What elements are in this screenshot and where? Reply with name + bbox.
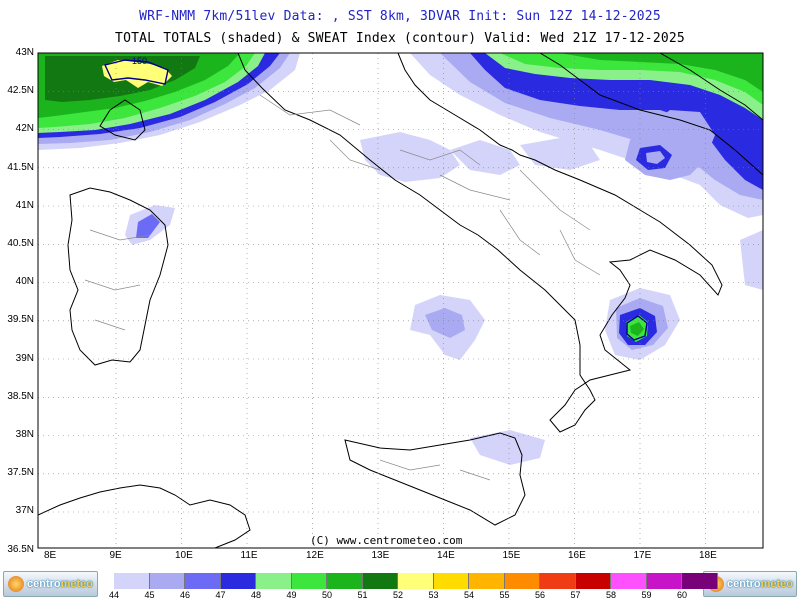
colorbar-label: 59 — [641, 590, 652, 600]
shade-calabria-mid — [630, 322, 644, 336]
shade-tyrrhenian-core — [425, 308, 465, 338]
sweat-contour-calabria — [626, 315, 648, 341]
colorbar-label: 57 — [570, 590, 581, 600]
header-line-1: WRF-NMM 7km/51lev Data: , SST 8km, 3DVAR… — [139, 9, 661, 24]
colorbar-swatch — [291, 573, 327, 589]
logo-suffix-right: meteo — [760, 578, 794, 590]
lon-label: 15E — [502, 550, 521, 561]
centrometeo-logo-right[interactable]: centrometeo — [703, 571, 797, 597]
lon-label: 11E — [240, 550, 258, 561]
colorbar-swatch — [327, 573, 363, 589]
colorbar-label: 58 — [606, 590, 617, 600]
lat-label: 38N — [15, 429, 34, 440]
colorbar-swatch — [540, 573, 576, 589]
sweat-contour-nw — [104, 59, 169, 85]
lon-label: 9E — [109, 550, 122, 561]
shade-nw-yellow — [102, 60, 172, 88]
regional-borders — [84, 94, 601, 481]
lat-label: 43N — [15, 47, 34, 58]
colorbar-swatch — [575, 573, 611, 589]
sun-icon — [8, 576, 24, 592]
colorbar-swatch — [256, 573, 292, 589]
colorbar-swatch — [469, 573, 505, 589]
logo-prefix-left: centro — [27, 578, 61, 590]
lat-label: 37.5N — [7, 467, 34, 479]
coast-istria — [539, 53, 763, 176]
colorbar-label: 45 — [144, 590, 155, 600]
colorbar-label: 50 — [322, 590, 333, 600]
lat-label: 38.5N — [7, 390, 34, 402]
colorbar-label: 49 — [286, 590, 297, 600]
shade-sardinia-core — [136, 214, 160, 238]
shade-ne-midgreen — [560, 53, 763, 92]
header-line-2: TOTAL TOTALS (shaded) & SWEAT Index (con… — [115, 31, 685, 46]
shade-east-sea — [740, 230, 763, 290]
colorbar-label: 53 — [428, 590, 439, 600]
lat-label: 41N — [15, 199, 34, 211]
lat-label: 42.5N — [7, 85, 34, 97]
colorbar-label: 46 — [180, 590, 191, 600]
colorbar-labels: 44 45 46 47 48 49 50 51 52 53 54 55 56 57 58 59 60 — [0, 590, 800, 602]
map-frame — [37, 52, 764, 549]
lat-label: 39.5N — [7, 314, 34, 326]
contour-label: 150 — [132, 56, 147, 66]
colorbar-swatch — [504, 573, 540, 589]
colorbar-swatch — [682, 573, 718, 589]
lat-label: 40.5N — [7, 238, 34, 249]
centrometeo-logo-left[interactable]: centrometeo — [3, 571, 98, 597]
shade-abruzzo — [450, 140, 520, 175]
lon-label: 10E — [175, 550, 193, 561]
colorbar-label: 54 — [464, 590, 475, 600]
coast-tunisia — [38, 484, 251, 548]
lat-label: 41.5N — [7, 161, 34, 173]
copyright-text: (C) www.centrometeo.com — [310, 534, 463, 547]
colorbar-label: 44 — [109, 590, 120, 600]
logo-suffix-left: meteo — [60, 578, 94, 590]
colorbar — [114, 573, 718, 589]
colorbar-swatch — [398, 573, 434, 589]
lon-label: 14E — [437, 550, 455, 561]
lat-label: 37N — [15, 505, 34, 517]
colorbar-label: 60 — [677, 590, 688, 600]
shade-lazio — [360, 132, 460, 182]
lat-label: 42N — [15, 123, 34, 135]
shade-sicily — [470, 430, 545, 465]
coast-dalmatia — [659, 53, 763, 121]
coast-sardinia — [67, 187, 169, 366]
lon-label: 8E — [44, 550, 57, 561]
colorbar-label: 47 — [215, 590, 226, 600]
lon-label: 17E — [633, 550, 652, 561]
logo-prefix-right: centro — [727, 578, 761, 590]
shade-ne-inner — [646, 151, 665, 164]
lon-label: 18E — [699, 550, 717, 561]
colorbar-swatch — [646, 573, 682, 589]
colorbar-swatch — [220, 573, 256, 589]
colorbar-label: 55 — [499, 590, 510, 600]
colorbar-label: 56 — [535, 590, 546, 600]
lon-label: 13E — [371, 550, 390, 561]
colorbar-label: 48 — [251, 590, 262, 600]
lon-label: 16E — [568, 550, 586, 561]
shade-ne-blue — [470, 53, 763, 190]
lat-label: 40N — [15, 276, 34, 288]
lat-label: 36.5N — [7, 543, 34, 555]
coast-sicily — [344, 432, 526, 526]
colorbar-label: 51 — [357, 590, 368, 600]
colorbar-swatch — [433, 573, 469, 589]
colorbar-label: 52 — [393, 590, 404, 600]
coast-italy — [237, 53, 723, 433]
lat-label: 39N — [15, 352, 34, 364]
coast-corsica — [99, 99, 146, 141]
colorbar-swatch — [185, 573, 221, 589]
colorbar-swatch — [611, 573, 647, 589]
colorbar-swatch — [362, 573, 398, 589]
colorbar-swatch — [149, 573, 185, 589]
colorbar-swatch — [114, 573, 150, 589]
lon-label: 12E — [306, 550, 324, 561]
